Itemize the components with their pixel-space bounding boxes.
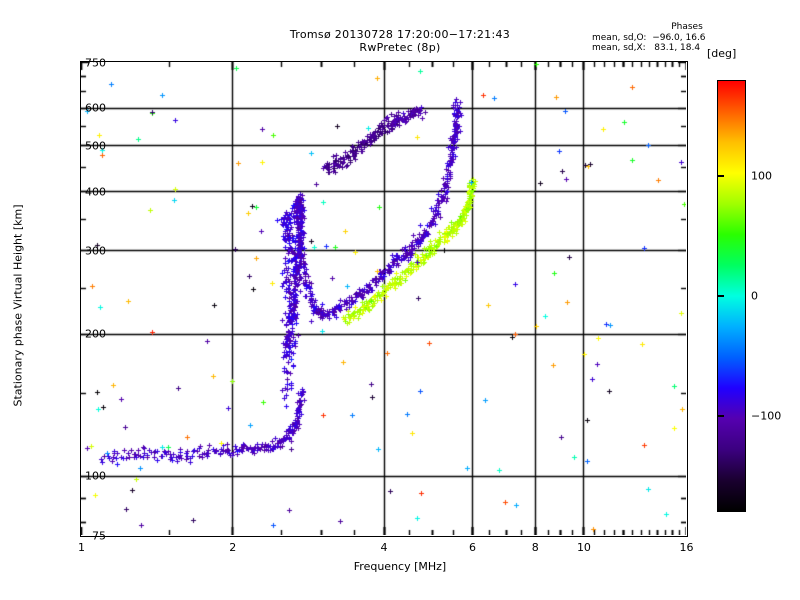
y-tick-750: 750 bbox=[85, 56, 106, 69]
colorbar-tick-minus100: −100 bbox=[751, 409, 782, 423]
x-tick-1: 1 bbox=[78, 541, 85, 554]
phase-stats-x-mode: mean, sd,X: 83.1, 18.4 bbox=[592, 43, 701, 53]
y-tick-75: 75 bbox=[92, 529, 106, 542]
x-tick-6: 6 bbox=[468, 541, 476, 554]
plot-canvas-wrap bbox=[81, 62, 687, 536]
plot-area[interactable] bbox=[80, 61, 688, 537]
y-tick-600: 600 bbox=[85, 101, 106, 115]
x-tick-4: 4 bbox=[380, 541, 388, 554]
scatter-canvas bbox=[81, 62, 686, 535]
x-tick-8: 8 bbox=[531, 541, 539, 554]
y-tick-100: 100 bbox=[85, 469, 106, 483]
x-axis-title: Frequency [MHz] bbox=[353, 560, 447, 573]
chart-subtitle: RwPretec (8p) bbox=[359, 41, 441, 54]
phase-stats-heading: Phases bbox=[671, 22, 703, 32]
colorbar-tickmark bbox=[717, 295, 724, 297]
x-tick-10: 10 bbox=[576, 541, 591, 554]
colorbar-title: [deg] bbox=[707, 47, 737, 60]
x-tick-2: 2 bbox=[229, 541, 237, 554]
y-tick-200: 200 bbox=[85, 327, 106, 341]
y-tick-300: 300 bbox=[85, 244, 106, 258]
x-tick-16: 16 bbox=[679, 541, 694, 554]
y-tick-500: 500 bbox=[85, 139, 106, 153]
colorbar-tick-100: 100 bbox=[751, 169, 772, 183]
chart-title-line1: Tromsø 20130728 17:20:00−17:21:43 bbox=[289, 28, 511, 41]
colorbar-tickmark bbox=[717, 415, 724, 417]
phase-stats-annotation: Phases mean, sd,O: −96.0, 16.6 mean, sd,… bbox=[592, 22, 772, 54]
colorbar-tick-0: 0 bbox=[751, 289, 758, 303]
phase-stats-o-mode: mean, sd,O: −96.0, 16.6 bbox=[592, 32, 706, 43]
y-axis-title: Stationary phase Virtual Height [km] bbox=[11, 204, 25, 407]
colorbar-tickmark bbox=[717, 175, 724, 177]
y-tick-400: 400 bbox=[85, 185, 106, 199]
